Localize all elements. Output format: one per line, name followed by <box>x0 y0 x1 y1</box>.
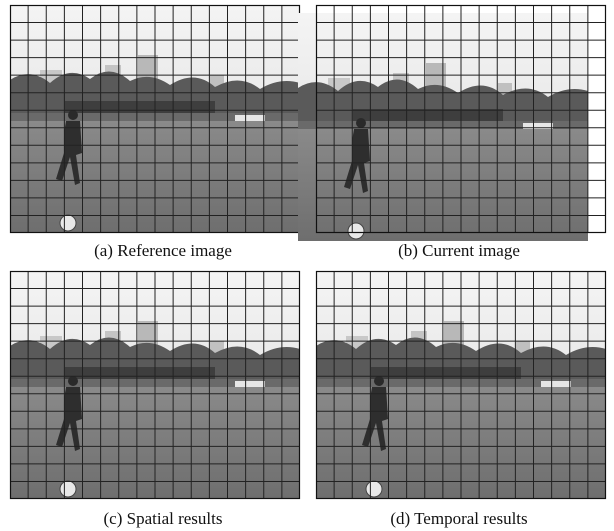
panel-image <box>298 5 606 241</box>
caption: (d) Temporal results <box>390 509 527 528</box>
caption: (a) Reference image <box>94 241 232 260</box>
panel-image <box>316 271 606 499</box>
caption: (b) Current image <box>398 241 520 260</box>
caption: (c) Spatial results <box>104 509 223 528</box>
figure: (a) Reference image (b) Current image (c… <box>0 0 614 531</box>
panel-image <box>10 271 300 499</box>
panel-image <box>10 5 300 233</box>
